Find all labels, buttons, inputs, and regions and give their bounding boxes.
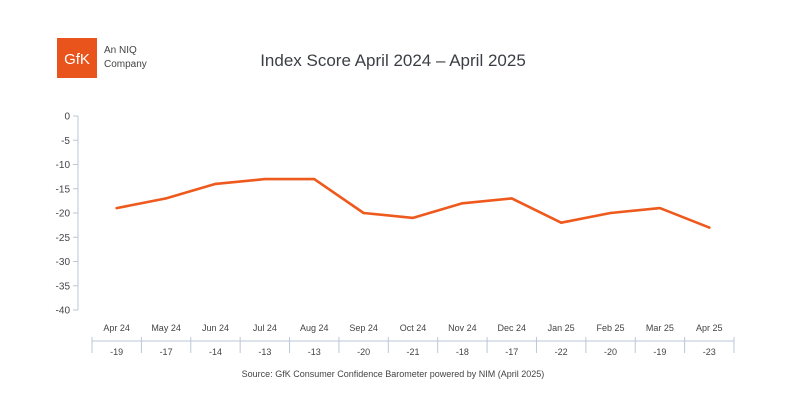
category-table: Apr 24 -19 May 24 -17 Jun 24 -14 Jul 24 -13 Aug … — [91, 323, 735, 357]
x-category-label: Mar 25 — [646, 323, 674, 333]
data-point — [461, 202, 464, 205]
data-point — [313, 177, 316, 181]
data-point — [658, 206, 662, 210]
x-category-label: Jan 25 — [548, 323, 575, 333]
y-axis-ticks: 0 -5 -10 -15 -20 -25 -30 -35 -40 — [56, 112, 78, 317]
logo-tagline-line2: Company — [104, 59, 147, 70]
data-point — [263, 177, 267, 181]
x-category-label: Jul 24 — [253, 323, 277, 333]
data-value-label: -22 — [555, 347, 568, 357]
x-category-label: Jun 24 — [202, 323, 229, 333]
source-note: Source: GfK Consumer Confidence Baromete… — [242, 369, 545, 379]
x-category-label: Nov 24 — [448, 323, 477, 333]
series-line — [115, 177, 711, 229]
x-category-label: Sep 24 — [349, 323, 378, 333]
data-point — [510, 197, 513, 200]
data-value-label: -17 — [505, 347, 518, 357]
logo-mark-box — [57, 38, 97, 78]
data-point — [411, 216, 415, 220]
chart-title: Index Score April 2024 – April 2025 — [260, 51, 526, 70]
data-value-label: -17 — [160, 347, 173, 357]
y-tick-label: -30 — [56, 257, 71, 268]
y-tick-label: -10 — [56, 160, 71, 171]
data-point — [115, 206, 118, 210]
y-tick-label: -20 — [56, 209, 71, 220]
data-value-label: -21 — [406, 347, 419, 357]
y-tick-label: -5 — [61, 136, 70, 147]
data-point — [609, 211, 612, 215]
data-value-label: -18 — [456, 347, 469, 357]
data-value-label: -13 — [308, 347, 321, 357]
data-value-label: -19 — [110, 347, 123, 357]
logo-tagline-line1: An NIQ — [104, 45, 137, 56]
y-tick-label: 0 — [64, 112, 70, 123]
data-point — [164, 197, 168, 200]
data-point — [362, 211, 365, 215]
x-category-label: Feb 25 — [597, 323, 625, 333]
x-category-label: May 24 — [151, 323, 181, 333]
data-value-label: -20 — [604, 347, 617, 357]
data-value-label: -23 — [703, 347, 716, 357]
data-value-label: -13 — [258, 347, 271, 357]
x-category-label: Oct 24 — [400, 323, 427, 333]
logo-mark-text: GfK — [64, 51, 90, 68]
data-value-label: -19 — [653, 347, 666, 357]
y-tick-label: -15 — [56, 184, 71, 195]
data-point — [708, 226, 711, 229]
data-point — [214, 182, 217, 186]
series-layer — [115, 177, 711, 229]
y-tick-label: -25 — [56, 233, 71, 244]
x-category-label: Apr 25 — [696, 323, 723, 333]
x-category-label: Aug 24 — [300, 323, 329, 333]
x-category-label: Dec 24 — [498, 323, 527, 333]
data-value-label: -20 — [357, 347, 370, 357]
gfk-logo: GfK An NIQ Company — [57, 38, 147, 78]
data-point — [559, 221, 563, 224]
data-value-label: -14 — [209, 347, 222, 357]
y-tick-label: -35 — [56, 281, 71, 292]
x-category-label: Apr 24 — [103, 323, 130, 333]
y-tick-label: -40 — [56, 306, 71, 317]
